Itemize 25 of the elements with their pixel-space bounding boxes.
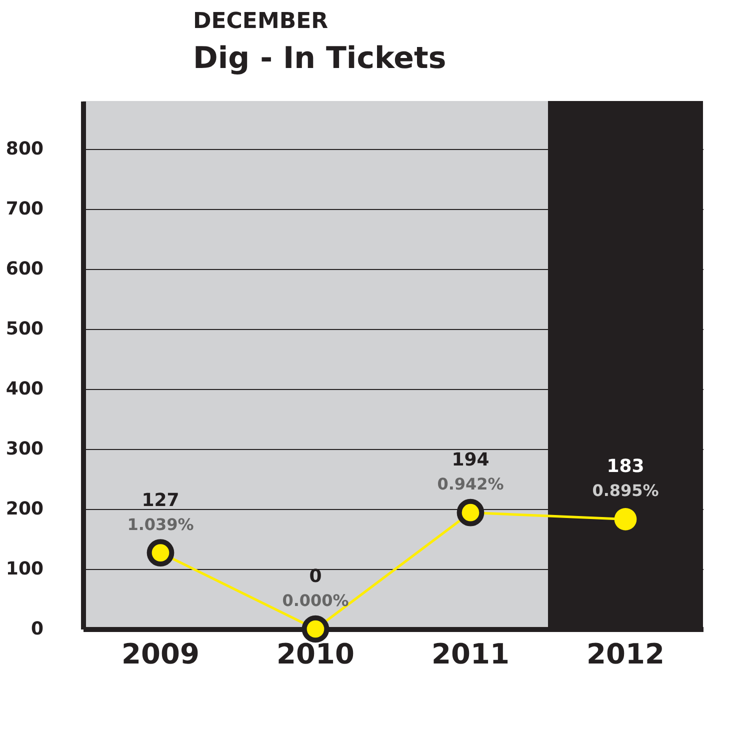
y-tick-label: 200 — [6, 498, 44, 520]
point — [456, 498, 484, 526]
y-tick-label: 400 — [6, 378, 44, 400]
data-label: 127 — [142, 490, 180, 511]
point — [302, 615, 330, 643]
annotation: 0.895% — [592, 481, 659, 500]
annotation: 1.039% — [127, 514, 194, 534]
annotation: 0.000% — [282, 591, 349, 610]
chart-subtitle: DECEMBER — [193, 9, 328, 34]
y-tick-label: 100 — [6, 558, 44, 580]
y-tick-label: 600 — [6, 258, 44, 280]
x-tick-label: 2011 — [432, 638, 510, 670]
y-tick-label: 0 — [30, 618, 44, 640]
x-tick-label: 2012 — [586, 638, 664, 670]
annotation: 0.942% — [437, 474, 504, 494]
y-tick-label: 500 — [6, 318, 44, 340]
x-tick-label: 2010 — [276, 638, 354, 670]
chart-title: Dig - In Tickets — [193, 41, 446, 76]
point — [146, 539, 174, 566]
data-label: 183 — [606, 456, 644, 478]
y-tick-label: 300 — [6, 438, 44, 460]
x-tick-label: 2009 — [122, 638, 200, 670]
y-tick-label: 700 — [6, 198, 44, 220]
y-tick-label: 800 — [6, 138, 44, 160]
data-label: 194 — [452, 450, 490, 471]
